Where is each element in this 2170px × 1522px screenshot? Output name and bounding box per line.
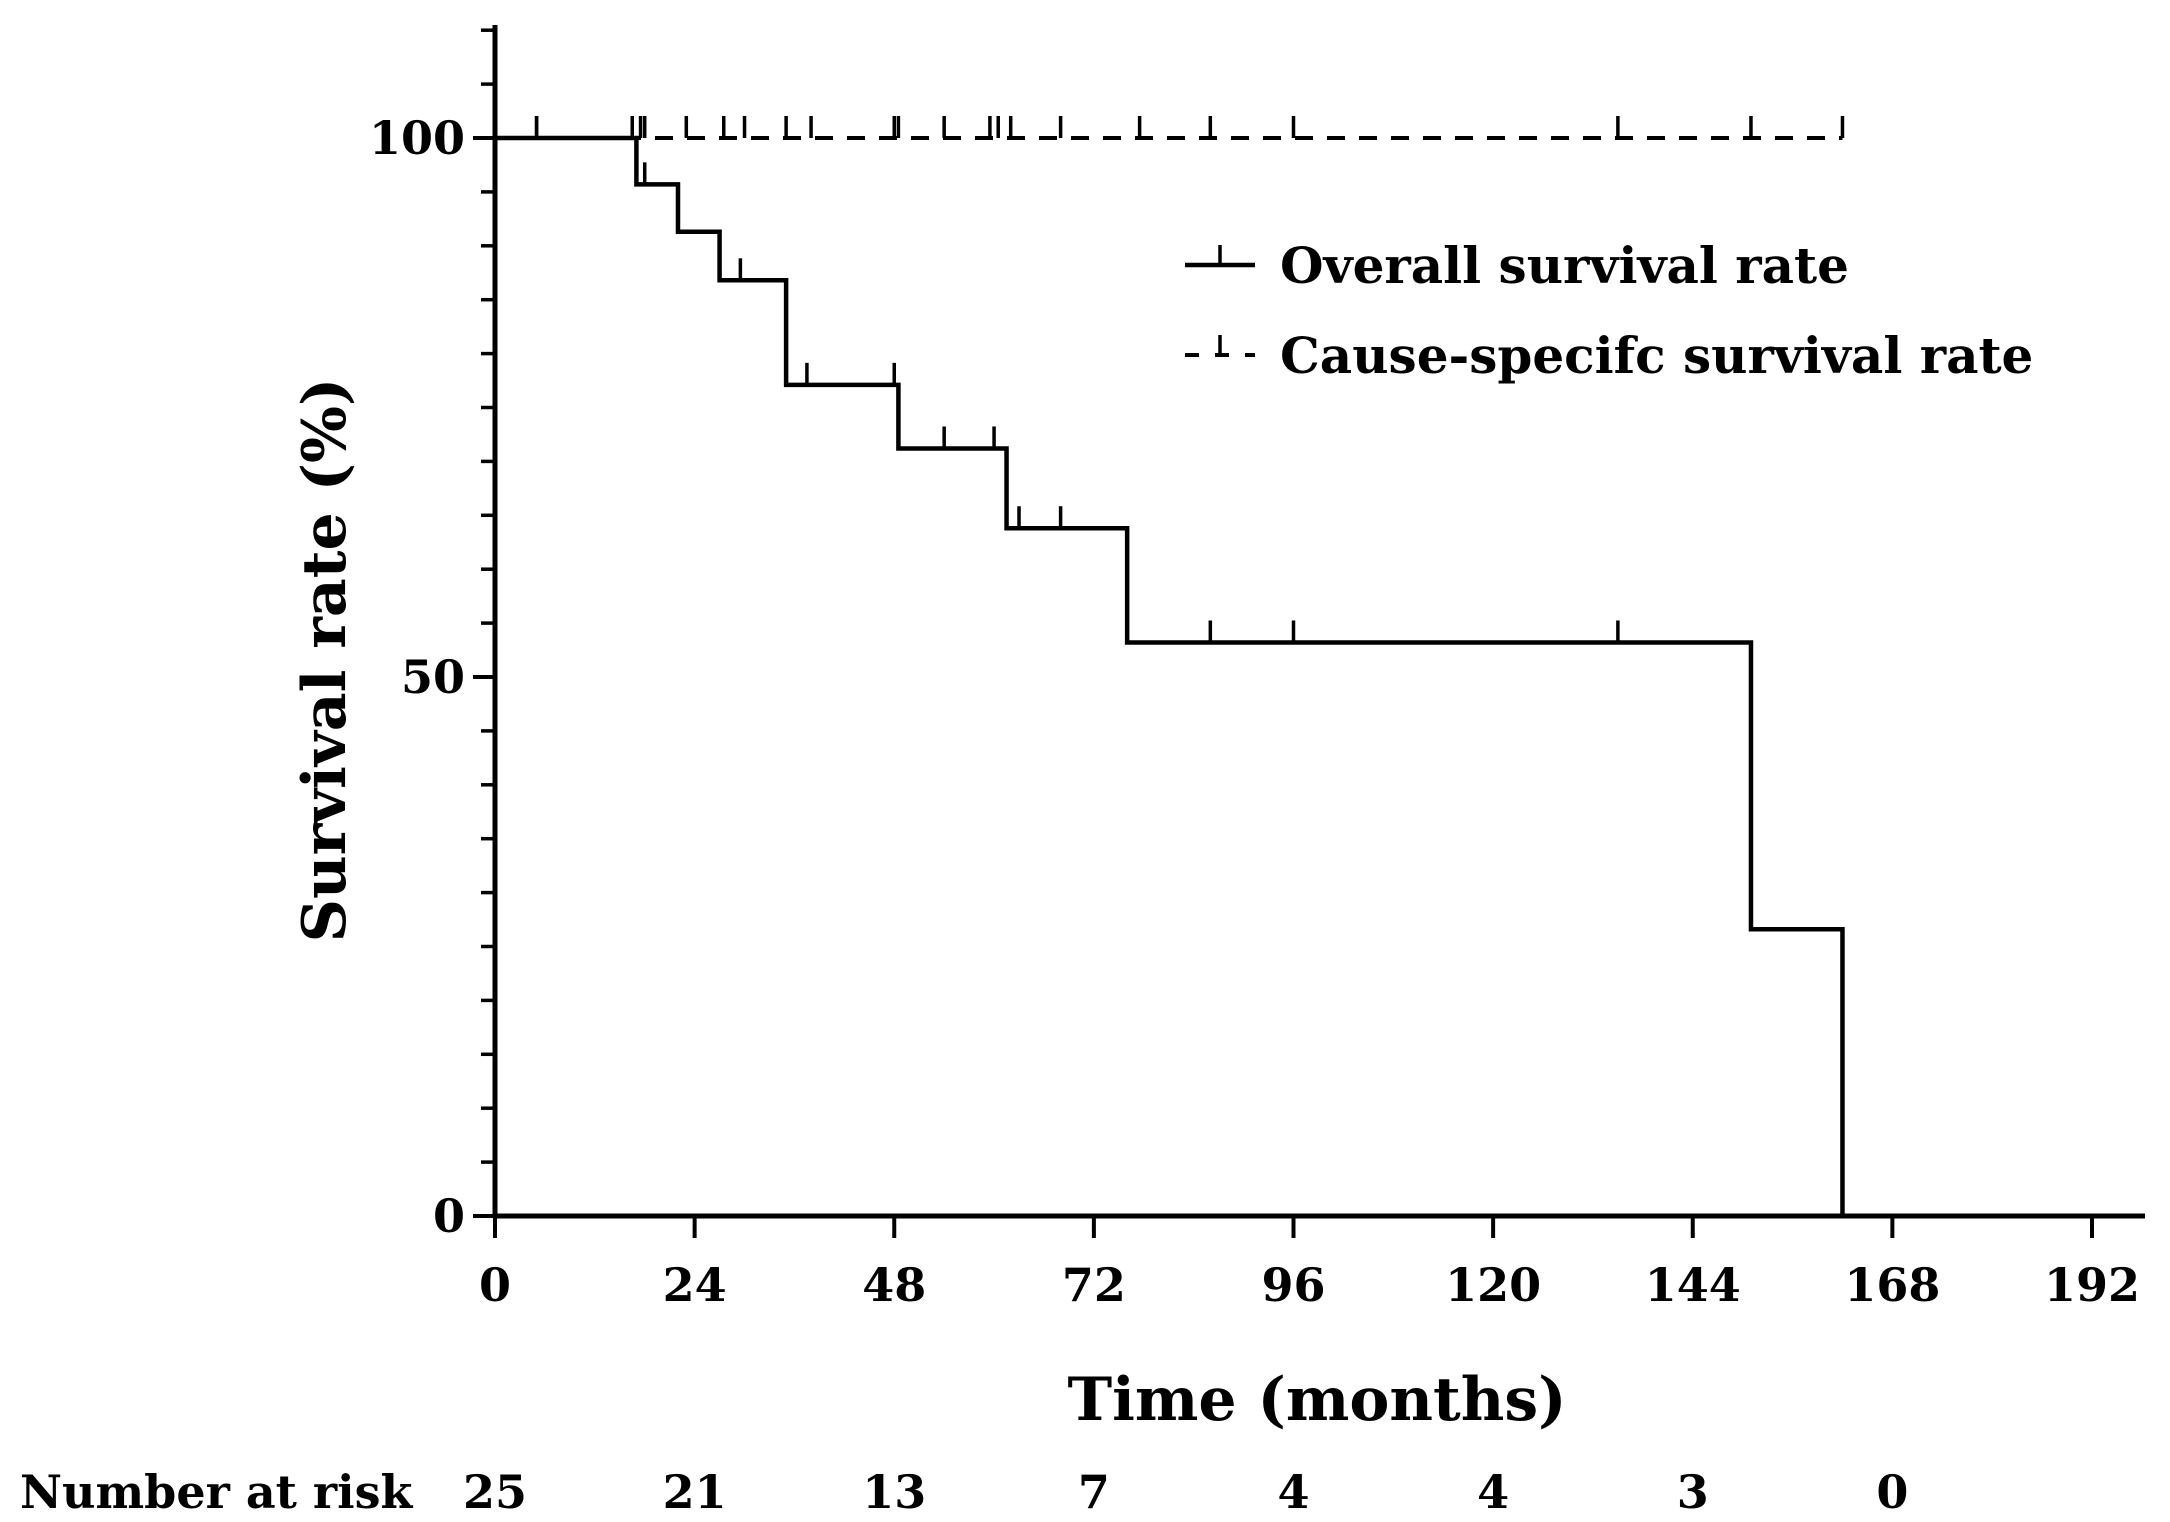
number-at-risk-value: 25 <box>463 1465 527 1519</box>
number-at-risk-label: Number at risk <box>20 1465 414 1519</box>
legend: Overall survival rate Cause-specifc surv… <box>1185 236 2033 385</box>
number-at-risk-value: 7 <box>1078 1465 1110 1519</box>
legend-label-cause-specific: Cause-specifc survival rate <box>1280 326 2033 385</box>
x-tick-label: 72 <box>1062 1258 1126 1312</box>
series-overall-survival <box>495 116 1845 1216</box>
x-tick-label: 144 <box>1645 1258 1741 1312</box>
number-at-risk-value: 4 <box>1477 1465 1509 1519</box>
x-tick-label: 96 <box>1261 1258 1325 1312</box>
x-tick-label: 0 <box>479 1258 511 1312</box>
survival-curve-line <box>495 135 1845 1216</box>
x-tick-label: 192 <box>2044 1258 2140 1312</box>
x-axis-title: Time (months) <box>1067 1365 1566 1435</box>
series-cause-specific-survival <box>495 116 1845 140</box>
x-tick-label: 168 <box>1844 1258 1940 1312</box>
y-axis-title: Survival rate (%) <box>290 378 360 943</box>
number-at-risk-value: 4 <box>1277 1465 1309 1519</box>
x-tick-label: 120 <box>1445 1258 1541 1312</box>
y-tick-label: 100 <box>369 111 465 165</box>
number-at-risk-row: 25 21 13 7 4 4 3 0 <box>463 1465 1908 1519</box>
axes: 0 50 100 0 24 48 72 96 120 144 168 192 <box>369 25 2145 1312</box>
x-tick-label: 48 <box>862 1258 926 1312</box>
number-at-risk-value: 0 <box>1876 1465 1908 1519</box>
legend-label-overall: Overall survival rate <box>1280 236 1849 295</box>
series-layer <box>495 116 1845 1216</box>
number-at-risk-value: 13 <box>862 1465 926 1519</box>
x-tick-label: 24 <box>663 1258 727 1312</box>
number-at-risk-value: 3 <box>1677 1465 1709 1519</box>
y-tick-label: 0 <box>433 1189 465 1243</box>
y-tick-label: 50 <box>401 650 465 704</box>
number-at-risk-value: 21 <box>663 1465 727 1519</box>
